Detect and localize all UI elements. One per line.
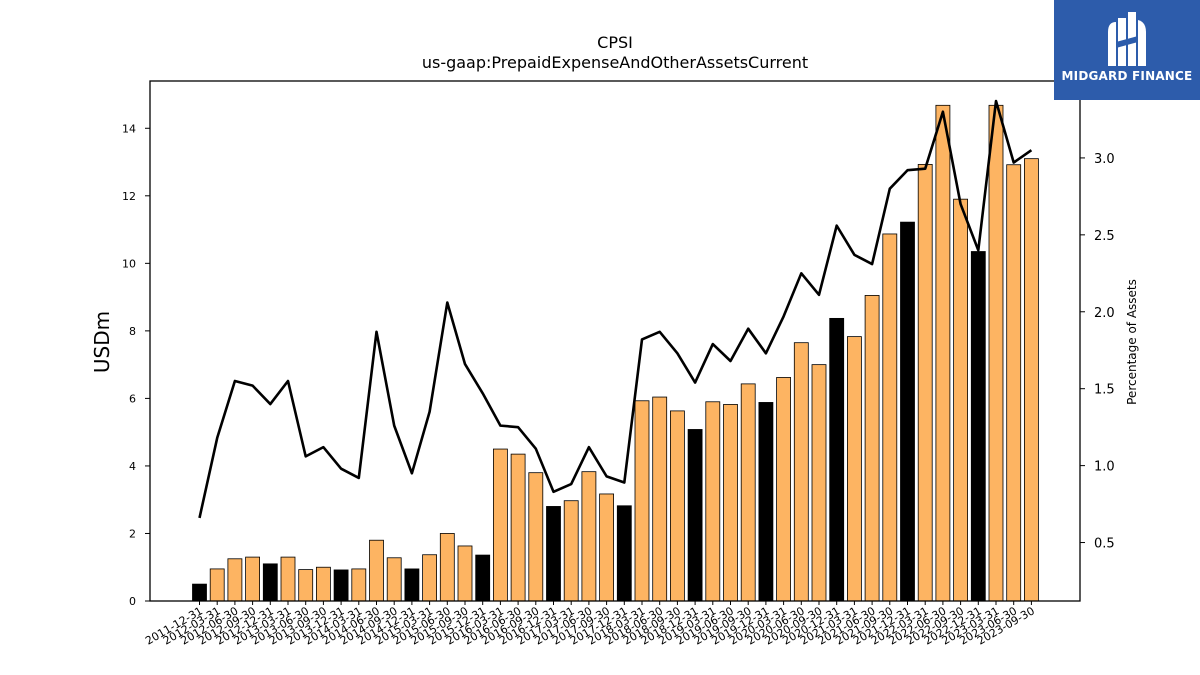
- bar: [333, 569, 349, 602]
- y-tick-label: 6: [129, 392, 136, 405]
- bar: [599, 493, 614, 602]
- bar: [439, 533, 455, 602]
- bar: [492, 448, 508, 602]
- bar: [475, 554, 491, 602]
- y2-tick-label: 1.5: [1094, 383, 1115, 398]
- bar: [510, 453, 526, 602]
- midgard-logo-icon: [1108, 12, 1146, 66]
- bar: [1024, 158, 1039, 602]
- y-tick-label: 2: [129, 527, 136, 540]
- bar: [563, 500, 579, 602]
- y-axis-ticks: 0 2 4 6 8 10 12 14: [122, 122, 150, 608]
- bar: [546, 506, 561, 602]
- y-tick-label: 14: [122, 122, 136, 135]
- chart-subtitle: us-gaap:PrepaidExpenseAndOtherAssetsCurr…: [422, 53, 808, 72]
- bar: [988, 104, 1004, 602]
- y-tick-label: 0: [129, 595, 136, 608]
- bar: [227, 558, 243, 602]
- bar: [369, 539, 384, 602]
- bar: [351, 568, 367, 602]
- bar: [723, 404, 738, 602]
- percentage-line: [198, 99, 1033, 519]
- plot-frame: [149, 80, 1081, 602]
- y-tick-label: 4: [129, 460, 136, 473]
- bar: [670, 410, 685, 602]
- y-tick-label: 10: [122, 257, 136, 270]
- x-axis-ticks: 2011-12-312012-03-312012-06-302012-09-30…: [143, 601, 1037, 648]
- y2-tick-label: 1.0: [1094, 460, 1115, 475]
- y2-tick-label: 0.5: [1094, 537, 1115, 552]
- bar: [422, 554, 438, 602]
- y2-tick-label: 2.0: [1094, 306, 1115, 321]
- logo-text: MIDGARD FINANCE: [1061, 69, 1193, 83]
- bar: [811, 364, 827, 602]
- bar: [793, 342, 809, 602]
- bar: [776, 377, 791, 602]
- logo: MIDGARD FINANCE: [1054, 0, 1200, 100]
- bar-series: [192, 104, 1039, 602]
- bar: [192, 583, 207, 602]
- bar: [245, 556, 261, 602]
- bar: [882, 233, 898, 602]
- bar: [829, 317, 845, 602]
- y2-tick-label: 3.0: [1094, 152, 1115, 167]
- bar: [687, 429, 703, 602]
- bar: [970, 251, 986, 602]
- bar: [457, 545, 473, 602]
- bar: [847, 336, 862, 602]
- bar: [740, 383, 756, 602]
- bar: [935, 104, 951, 602]
- bar: [262, 563, 278, 602]
- bar: [280, 556, 296, 602]
- y-tick-label: 8: [129, 325, 136, 338]
- y2-tick-label: 2.5: [1094, 229, 1115, 244]
- bar: [298, 569, 314, 602]
- y-tick-label: 12: [122, 190, 136, 203]
- bar: [917, 163, 933, 602]
- bar: [705, 401, 721, 602]
- bar: [634, 400, 650, 602]
- bar: [315, 566, 331, 602]
- bar: [900, 221, 915, 602]
- bar: [864, 295, 880, 602]
- bar: [758, 402, 774, 602]
- y-axis-label: USDm: [90, 311, 114, 373]
- bar: [616, 505, 632, 602]
- bar: [953, 198, 968, 602]
- chart-title: CPSI: [597, 33, 633, 52]
- bar: [386, 557, 402, 602]
- bar: [1006, 164, 1022, 602]
- y2-axis-label: Percentage of Assets: [1125, 279, 1139, 405]
- bar: [652, 396, 668, 602]
- bar: [209, 568, 225, 602]
- bar: [528, 472, 544, 602]
- bar: [404, 568, 420, 602]
- bar: [581, 471, 597, 602]
- y2-axis-ticks: 0.5 1.0 1.5 2.0 2.5 3.0: [1080, 152, 1115, 552]
